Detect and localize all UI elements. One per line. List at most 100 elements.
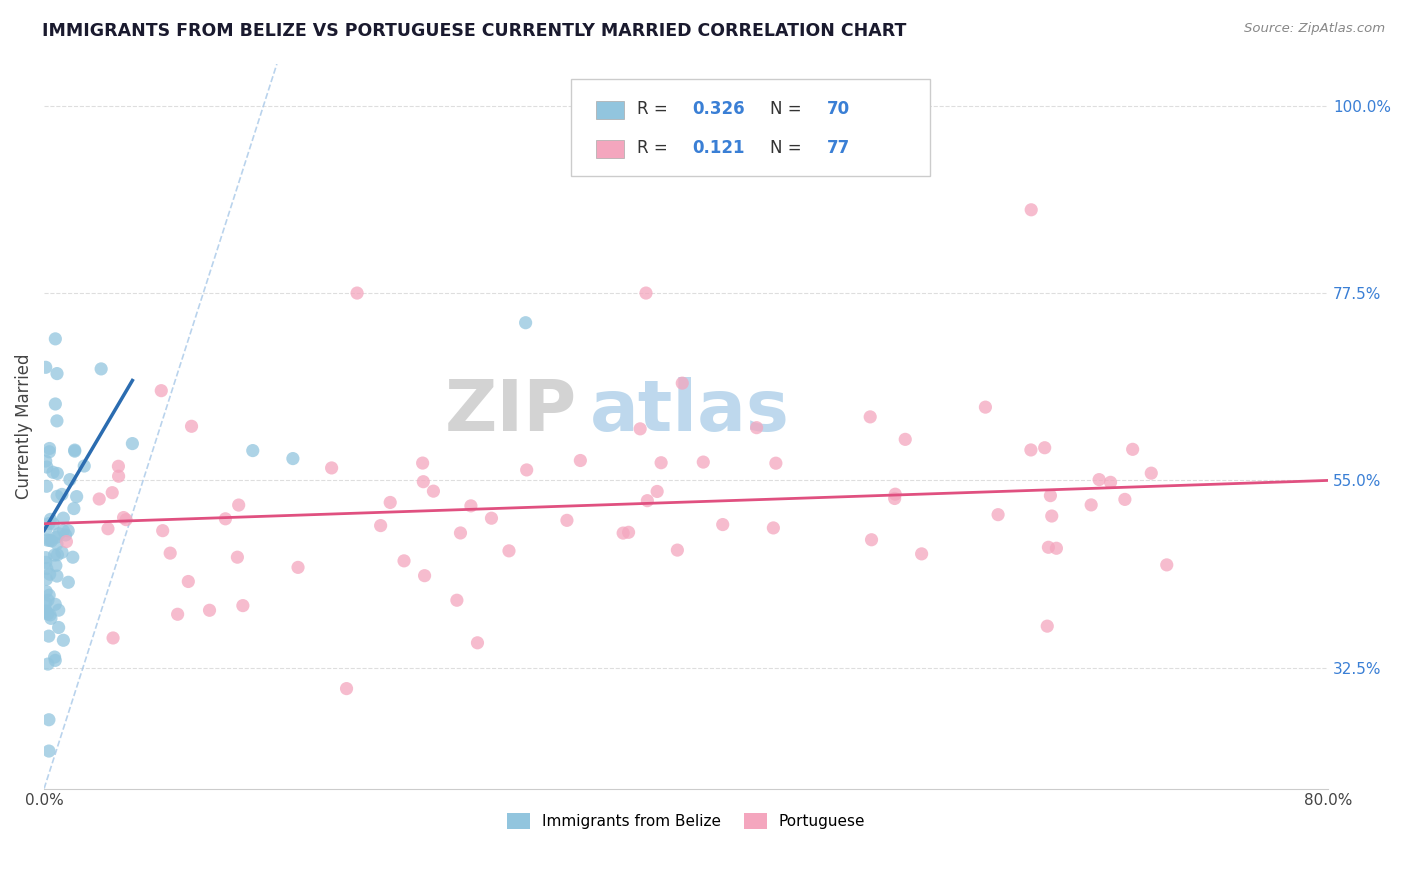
Point	[1019, 442, 1042, 457]
Point	[666, 543, 689, 558]
Point	[46, 489, 69, 503]
Point	[35, 561, 58, 575]
Point	[612, 526, 634, 541]
Point	[42, 465, 65, 479]
Point	[228, 498, 250, 512]
Point	[1045, 541, 1067, 556]
Y-axis label: Currently Married: Currently Married	[15, 353, 32, 499]
Point	[671, 376, 693, 391]
Point	[645, 484, 668, 499]
Point	[39, 611, 62, 625]
Point	[46, 537, 69, 551]
Point	[35, 479, 58, 493]
Point	[894, 433, 917, 447]
Point	[481, 511, 503, 525]
Point	[198, 603, 221, 617]
Text: N =: N =	[769, 100, 807, 118]
Point	[516, 463, 538, 477]
Point	[35, 360, 58, 375]
Point	[711, 517, 734, 532]
Point	[58, 575, 80, 590]
Point	[555, 513, 578, 527]
Point	[37, 607, 59, 621]
Point	[42, 516, 65, 531]
Point	[38, 588, 60, 602]
Point	[1040, 508, 1063, 523]
Point	[52, 633, 75, 648]
Text: atlas: atlas	[591, 377, 790, 446]
Point	[1122, 442, 1144, 457]
Point	[52, 511, 75, 525]
Point	[55, 534, 77, 549]
Text: 0.121: 0.121	[693, 139, 745, 157]
Point	[97, 522, 120, 536]
Point	[446, 593, 468, 607]
Point	[1033, 441, 1056, 455]
Point	[281, 451, 304, 466]
Point	[107, 459, 129, 474]
Point	[37, 533, 59, 547]
Point	[1140, 466, 1163, 480]
Point	[38, 713, 60, 727]
Point	[412, 475, 434, 489]
Point	[1088, 473, 1111, 487]
Point	[44, 397, 66, 411]
Point	[59, 473, 82, 487]
Point	[987, 508, 1010, 522]
Point	[287, 560, 309, 574]
FancyBboxPatch shape	[596, 101, 624, 119]
Point	[35, 604, 58, 618]
Point	[634, 286, 657, 301]
Point	[1114, 492, 1136, 507]
Point	[242, 443, 264, 458]
Point	[1099, 475, 1122, 490]
Point	[89, 491, 111, 506]
Point	[38, 567, 60, 582]
Point	[38, 744, 60, 758]
Point	[422, 484, 444, 499]
Point	[35, 584, 58, 599]
Point	[152, 524, 174, 538]
Point	[346, 286, 368, 301]
Point	[90, 362, 112, 376]
Point	[335, 681, 357, 696]
Point	[860, 533, 883, 547]
Point	[62, 550, 84, 565]
Point	[1019, 202, 1042, 217]
Text: N =: N =	[769, 139, 807, 157]
Point	[121, 436, 143, 450]
Point	[1156, 558, 1178, 572]
Point	[51, 487, 73, 501]
Point	[35, 454, 58, 468]
Legend: Immigrants from Belize, Portuguese: Immigrants from Belize, Portuguese	[501, 807, 872, 835]
Point	[63, 444, 86, 458]
Point	[467, 636, 489, 650]
FancyBboxPatch shape	[571, 78, 931, 177]
Point	[63, 443, 86, 458]
FancyBboxPatch shape	[596, 140, 624, 158]
Point	[412, 456, 434, 470]
Text: 77: 77	[827, 139, 851, 157]
Point	[910, 547, 932, 561]
Point	[112, 510, 135, 524]
Point	[159, 546, 181, 560]
Point	[37, 657, 59, 671]
Point	[41, 533, 63, 548]
Point	[498, 544, 520, 558]
Point	[101, 485, 124, 500]
Point	[150, 384, 173, 398]
Point	[39, 512, 62, 526]
Point	[35, 572, 58, 586]
Point	[650, 456, 672, 470]
Point	[46, 467, 69, 481]
Point	[73, 458, 96, 473]
Point	[44, 653, 66, 667]
Point	[45, 530, 67, 544]
Point	[39, 607, 62, 622]
Point	[38, 516, 60, 531]
Point	[51, 545, 73, 559]
Point	[232, 599, 254, 613]
Text: R =: R =	[637, 100, 673, 118]
Point	[45, 558, 67, 573]
Point	[101, 631, 124, 645]
